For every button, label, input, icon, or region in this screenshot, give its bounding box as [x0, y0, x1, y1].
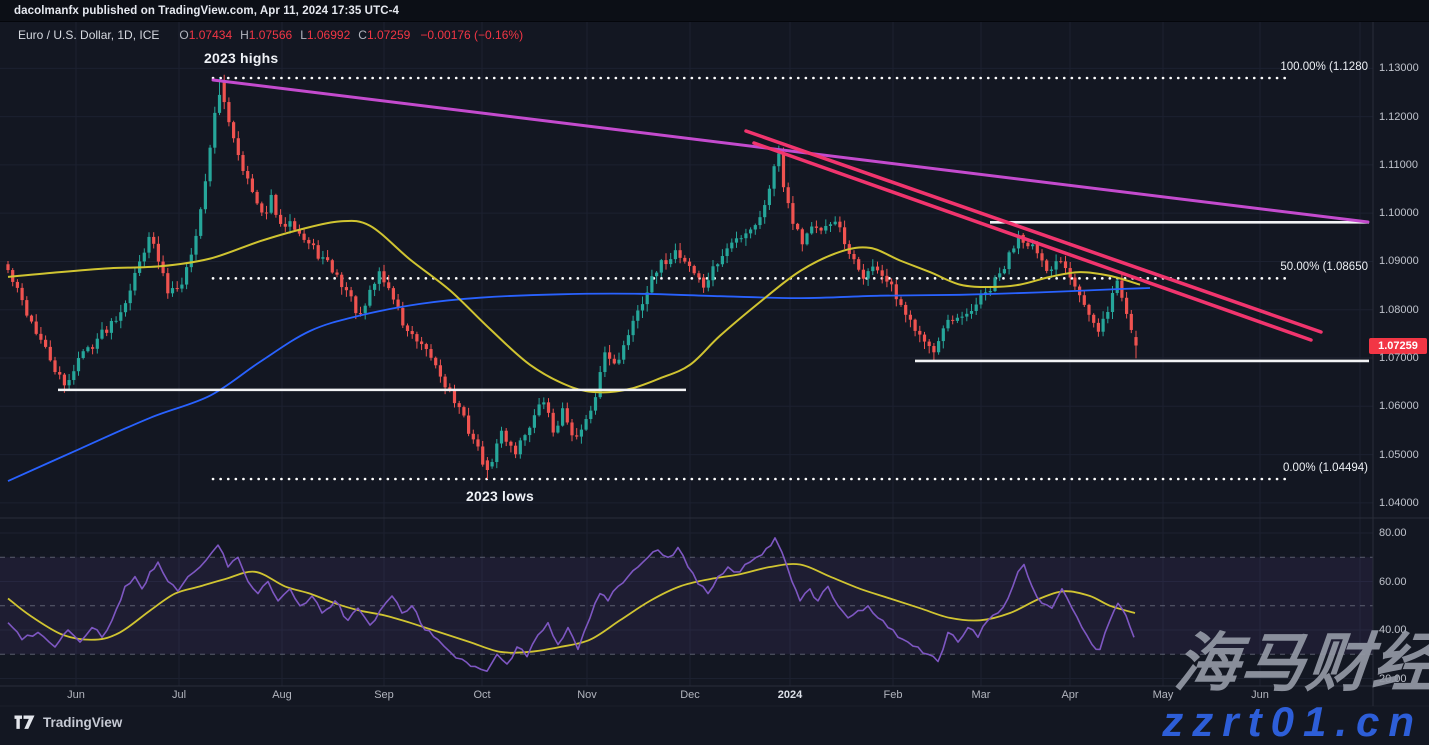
attribution-bar: dacolmanfx published on TradingView.com,… — [0, 0, 1429, 22]
footer: TradingView — [0, 707, 1429, 739]
watermark-site-url: zzrt01.cn — [1162, 698, 1423, 745]
tradingview-brand-text: TradingView — [43, 715, 123, 730]
tradingview-logo-icon — [14, 715, 35, 729]
tradingview-link[interactable]: TradingView — [14, 715, 122, 730]
watermark-site-name: 海马财经 — [1171, 627, 1429, 699]
attribution-text: dacolmanfx published on TradingView.com,… — [14, 5, 400, 17]
